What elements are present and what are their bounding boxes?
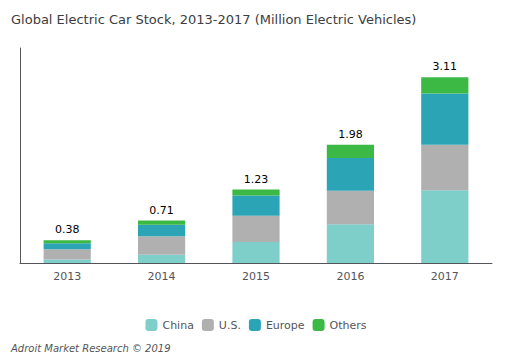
svg-text:2014: 2014	[148, 270, 176, 283]
svg-text:0.71: 0.71	[149, 204, 174, 217]
svg-text:2017: 2017	[431, 270, 459, 283]
svg-text:2013: 2013	[53, 270, 81, 283]
svg-text:1.98: 1.98	[338, 128, 363, 141]
svg-text:Others: Others	[330, 319, 367, 332]
svg-text:Global Electric Car Stock, 201: Global Electric Car Stock, 2013-2017 (Mi…	[11, 12, 416, 27]
svg-text:U.S.: U.S.	[219, 319, 241, 332]
svg-text:2015: 2015	[242, 270, 270, 283]
svg-text:2016: 2016	[336, 270, 364, 283]
svg-text:China: China	[162, 319, 193, 332]
svg-text:0.38: 0.38	[55, 223, 80, 236]
svg-text:Europe: Europe	[266, 319, 305, 332]
svg-text:1.23: 1.23	[244, 173, 269, 186]
svg-text:Adroit Market Research © 2019: Adroit Market Research © 2019	[10, 343, 171, 354]
svg-text:3.11: 3.11	[433, 60, 458, 73]
